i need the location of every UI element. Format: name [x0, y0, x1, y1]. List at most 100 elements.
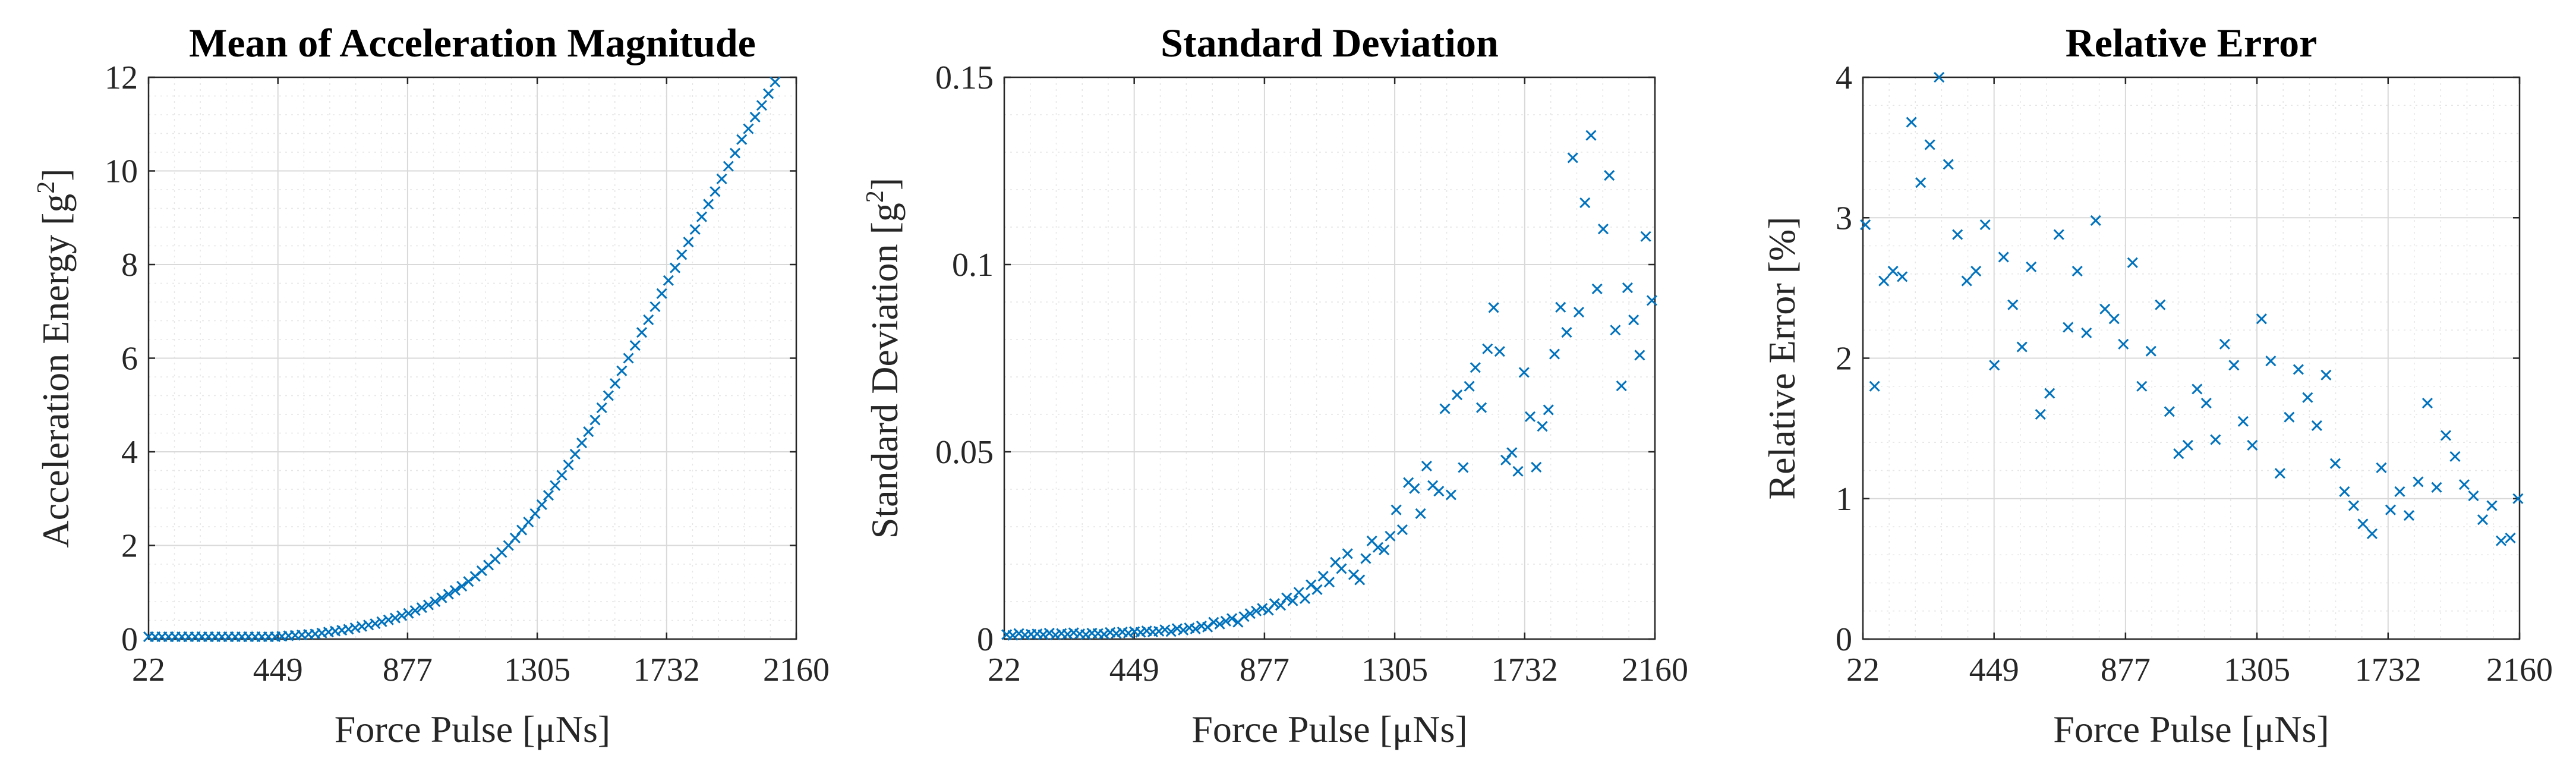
- data-point: [1323, 577, 1335, 588]
- data-point: [2063, 322, 2074, 333]
- data-point: [1433, 486, 1445, 497]
- x-tick-label: 449: [1969, 652, 2019, 688]
- data-point: [1604, 169, 1615, 181]
- panel-standard-deviation: Standard Deviation Force Pulse [μNs] Sta…: [862, 20, 1688, 750]
- grid: [1004, 77, 1656, 640]
- data-point: [1622, 282, 1633, 294]
- data-point: [2035, 408, 2046, 420]
- data-point: [2329, 458, 2341, 469]
- data-point: [436, 592, 447, 603]
- data-point: [2099, 303, 2111, 314]
- panel-title: Mean of Acceleration Magnitude: [189, 20, 756, 65]
- data-point: [409, 605, 421, 616]
- y-tick-label: 0.15: [935, 59, 994, 96]
- data-point: [763, 88, 774, 99]
- panel-title: Relative Error: [2066, 20, 2318, 65]
- data-point: [656, 288, 667, 299]
- data-point: [2394, 486, 2405, 497]
- data-point: [1943, 159, 1954, 170]
- data-point: [2118, 338, 2129, 350]
- data-point: [1251, 605, 1262, 616]
- data-point: [749, 111, 761, 122]
- data-point: [1439, 403, 1451, 414]
- data-point: [676, 249, 688, 260]
- y-tick-label: 8: [121, 247, 138, 284]
- data-point: [1299, 593, 1311, 605]
- data-point: [1934, 71, 1945, 83]
- data-point: [1640, 231, 1651, 242]
- y-axis-label-end: ]: [863, 178, 906, 190]
- data-point: [1488, 302, 1499, 313]
- data-point: [1421, 460, 1432, 472]
- data-point: [2200, 398, 2212, 409]
- data-point: [1585, 130, 1597, 141]
- data-point: [2145, 345, 2156, 357]
- data-point: [1275, 600, 1287, 611]
- data-point: [2385, 504, 2396, 515]
- data-point: [603, 390, 614, 401]
- x-tick-label: 449: [1109, 652, 1159, 688]
- y-axis-label: Standard Deviation [g2]: [862, 178, 906, 539]
- data-point: [543, 490, 554, 501]
- data-point: [1354, 574, 1366, 586]
- data-point: [1998, 251, 2009, 263]
- data-point: [583, 426, 594, 438]
- grid: [1862, 77, 2520, 640]
- data-point: [703, 199, 714, 210]
- x-tick-label: 22: [988, 652, 1021, 688]
- data-point: [2357, 518, 2369, 530]
- x-tick-label: 877: [2101, 652, 2151, 688]
- data-point: [576, 437, 588, 449]
- data-point: [2339, 486, 2350, 497]
- data-point: [1208, 616, 1219, 628]
- data-point: [1543, 404, 1554, 416]
- data-point: [1391, 504, 1402, 515]
- x-tick-label: 2160: [2486, 652, 2553, 688]
- data-point: [1379, 544, 1390, 556]
- data-point: [1007, 630, 1019, 641]
- data-point: [2284, 411, 2295, 423]
- data-point: [610, 378, 621, 389]
- data-point: [1646, 295, 1657, 306]
- data-point: [1549, 348, 1560, 360]
- y-tick-label: 0.1: [952, 247, 994, 284]
- data-point: [1860, 219, 1871, 231]
- data-point: [2071, 265, 2083, 277]
- data-point: [2090, 215, 2101, 227]
- y-tick-label: 6: [121, 341, 138, 378]
- data-point: [2016, 341, 2028, 353]
- data-point: [343, 624, 354, 635]
- x-tick-label: 877: [1240, 652, 1289, 688]
- data-point: [376, 616, 387, 627]
- data-point: [2026, 261, 2037, 272]
- axes-box: [1003, 76, 1656, 640]
- data-point: [683, 237, 694, 248]
- data-point: [1165, 626, 1177, 637]
- data-point: [1537, 421, 1548, 432]
- data-point: [770, 76, 781, 87]
- data-point: [596, 402, 607, 414]
- data-point: [1269, 598, 1280, 609]
- data-point: [2007, 299, 2019, 310]
- data-point: [1573, 306, 1585, 318]
- data-point: [2182, 439, 2193, 451]
- data-point: [1597, 224, 1609, 235]
- data-point: [349, 622, 361, 634]
- x-tick-label: 1732: [2355, 652, 2421, 688]
- data-point: [2431, 482, 2442, 493]
- data-point: [416, 602, 427, 614]
- grid: [148, 77, 797, 640]
- y-tick-label: 12: [105, 59, 138, 96]
- data-point: [1512, 465, 1524, 477]
- data-point: [1518, 367, 1530, 378]
- data-point: [509, 532, 521, 543]
- y-tick-label: 0: [1836, 621, 1852, 658]
- data-point: [649, 301, 661, 312]
- data-point: [2256, 313, 2267, 325]
- data-point: [2081, 327, 2092, 339]
- data-point: [456, 580, 468, 592]
- data-point: [2320, 369, 2332, 380]
- x-tick-label: 1305: [504, 652, 570, 688]
- data-point: [1591, 283, 1603, 295]
- data-point: [1098, 628, 1110, 640]
